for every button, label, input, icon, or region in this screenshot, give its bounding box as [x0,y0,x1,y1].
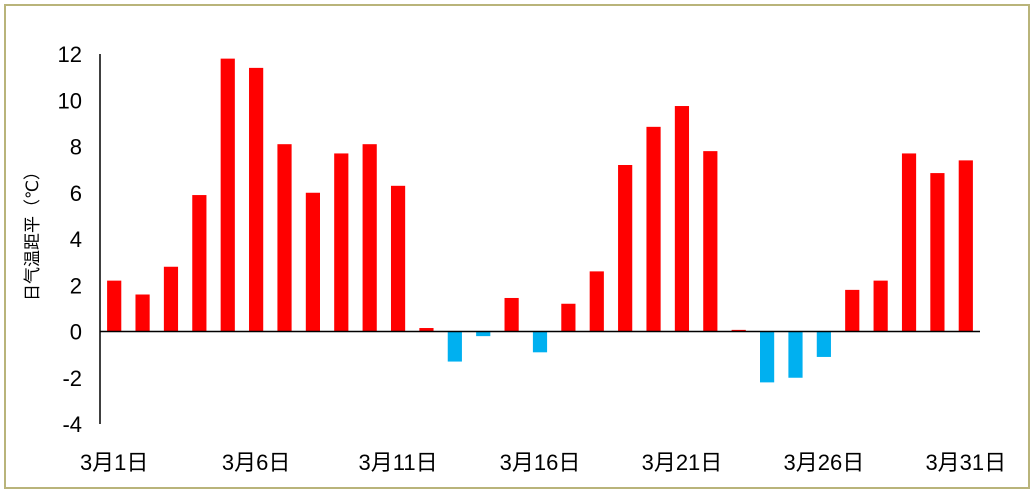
bar-3月3日 [163,266,179,332]
bar-3月28日 [873,280,888,332]
chart-frame: -4 -2 0 2 4 6 8 10 12 3月1日 3月6日 3月11日 3月16日 3月21日 3月2… [4,4,1030,489]
anomaly-bar-chart: -4 -2 0 2 4 6 8 10 12 3月1日 3月6日 3月11日 3月16日 3月21日 3月2… [23,42,1006,475]
bar-3月31日 [958,160,973,332]
x-tick-label: 3月16日 [500,450,581,475]
x-tick-label: 3月31日 [925,450,1006,475]
x-tick-label: 3月26日 [784,450,865,475]
y-tick-label: -4 [62,412,82,437]
bar-3月25日 [788,331,803,378]
bar-3月7日 [277,144,292,332]
bar-3月1日 [107,280,122,332]
x-tick-label: 3月1日 [80,450,148,475]
bar-3月15日 [504,297,519,332]
y-tick-label: -2 [62,366,82,391]
bar-3月17日 [561,303,576,332]
x-tick-labels: 3月1日 3月6日 3月11日 3月16日 3月21日 3月26日 3月31日 [80,450,1006,475]
bar-3月12日 [419,328,434,332]
bar-3月10日 [362,144,377,332]
bar-3月9日 [334,153,349,332]
bar-3月21日 [674,106,690,332]
bars-group [107,58,973,383]
bar-3月4日 [192,195,207,332]
bar-3月30日 [930,173,945,332]
x-tick-label: 3月11日 [359,450,438,475]
bar-3月27日 [845,289,860,332]
bar-3月20日 [646,126,661,332]
bar-3月26日 [816,331,831,357]
y-tick-label: 2 [70,273,82,298]
bar-3月29日 [901,153,917,332]
bar-3月24日 [760,331,775,383]
y-tick-label: 0 [70,320,82,345]
y-tick-label: 8 [70,135,82,160]
x-tick-label: 3月6日 [222,450,290,475]
bar-3月6日 [249,67,264,332]
bar-3月23日 [731,329,746,332]
bar-3月14日 [476,331,491,337]
bar-3月2日 [135,294,150,332]
bar-3月18日 [589,271,604,332]
x-tick-label: 3月21日 [642,450,723,475]
y-tick-label: 12 [58,42,82,67]
y-tick-labels: -4 -2 0 2 4 6 8 10 12 [58,42,82,437]
bar-3月16日 [532,331,548,353]
bar-3月8日 [305,192,320,332]
bar-3月11日 [390,185,406,332]
y-axis-label: 日气温距平（℃） [23,163,43,301]
y-tick-label: 10 [58,88,82,113]
bar-3月19日 [618,165,633,332]
bar-3月22日 [703,151,718,332]
bar-3月13日 [447,331,462,362]
y-tick-label: 6 [70,181,82,206]
bar-3月5日 [220,58,235,332]
y-tick-label: 4 [70,227,82,252]
